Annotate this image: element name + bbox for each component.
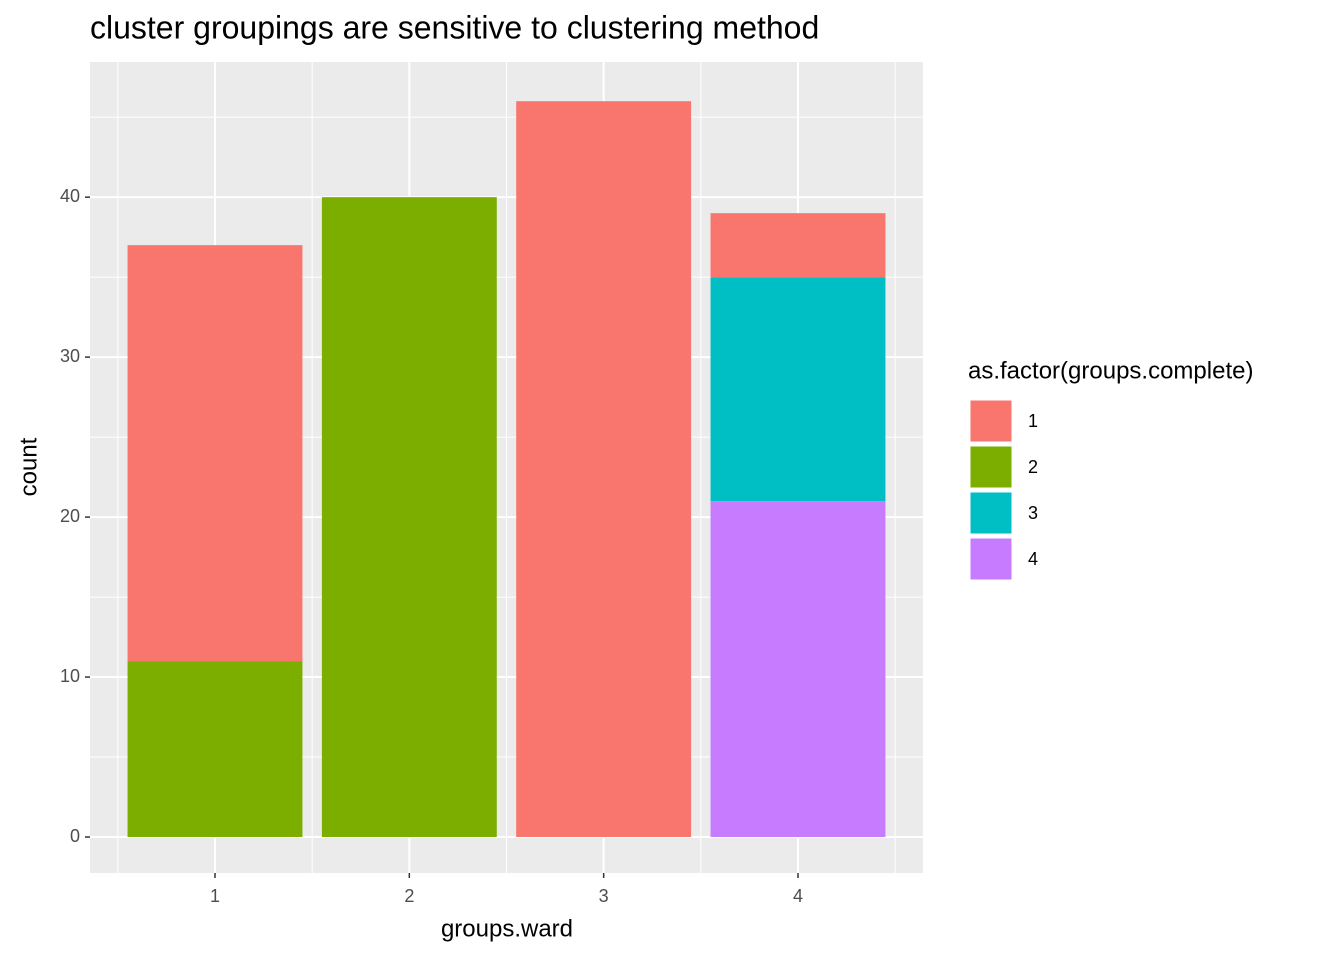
bar-segment <box>710 277 886 502</box>
chart-title: cluster groupings are sensitive to clust… <box>90 9 819 45</box>
bar-segment <box>516 101 692 838</box>
legend-key <box>969 491 1013 535</box>
legend-label: 4 <box>1028 549 1038 569</box>
legend-label: 1 <box>1028 411 1038 431</box>
legend-key <box>969 537 1013 581</box>
bar-segment <box>710 213 886 278</box>
y-axis-title: count <box>15 437 42 496</box>
legend-key <box>969 445 1013 489</box>
legend-label: 2 <box>1028 457 1038 477</box>
marks <box>127 101 886 838</box>
x-axis-title: groups.ward <box>441 915 573 942</box>
y-tick-label: 40 <box>60 186 80 206</box>
bar-segment <box>127 661 303 838</box>
x-tick-label: 2 <box>404 886 414 906</box>
legend-key <box>969 399 1013 443</box>
y-tick-label: 30 <box>60 346 80 366</box>
legend-title: as.factor(groups.complete) <box>968 357 1253 384</box>
bar-segment <box>321 197 497 838</box>
x-tick-label: 1 <box>210 886 220 906</box>
y-tick-label: 10 <box>60 666 80 686</box>
bar-segment <box>710 501 886 838</box>
x-tick-label: 4 <box>793 886 803 906</box>
x-tick-label: 3 <box>599 886 609 906</box>
axes: 0 10 20 30 40 1 2 3 4 <box>60 186 803 906</box>
y-tick-label: 20 <box>60 506 80 526</box>
legend-label: 3 <box>1028 503 1038 523</box>
bar-segment <box>127 245 303 662</box>
y-tick-label: 0 <box>70 826 80 846</box>
legend: 1 2 3 4 <box>969 399 1038 581</box>
